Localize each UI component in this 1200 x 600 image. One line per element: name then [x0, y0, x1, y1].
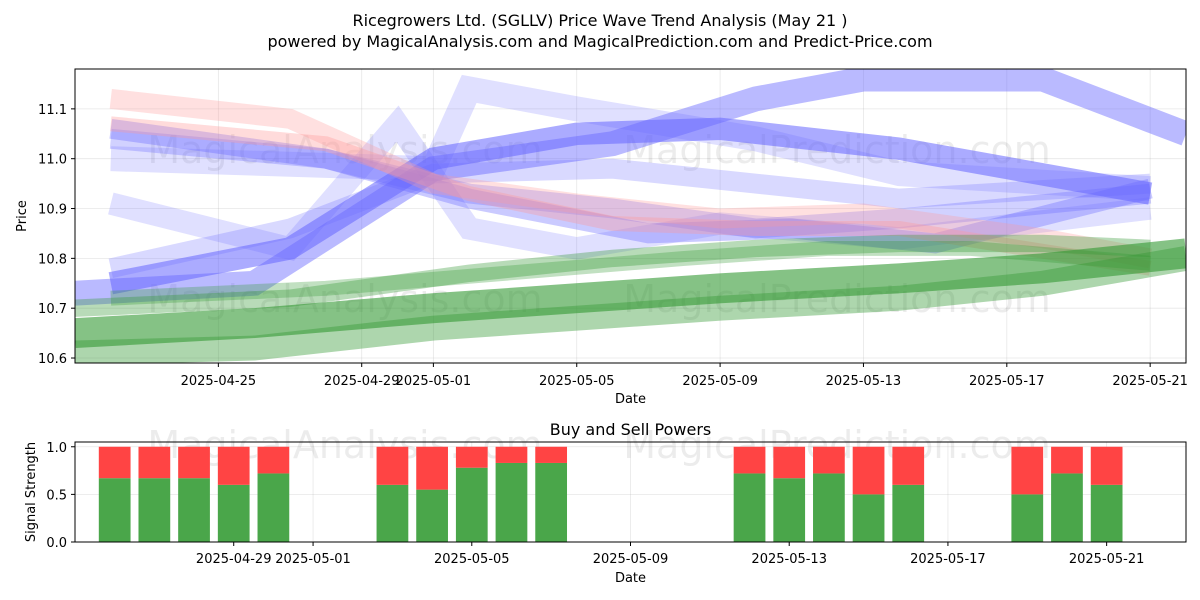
sell-bar [1090, 446, 1123, 485]
signal-panel: 0.0 0.5 1.0 2025-04-29 2025-05-01 2025-05-05 2… [24, 420, 1187, 586]
buy-bar [773, 478, 806, 542]
wave-band-green [110, 240, 1151, 306]
x-tick-label: 2025-05-05 [539, 374, 615, 389]
y-tick-label: 10.8 [38, 252, 67, 267]
sell-bar [773, 446, 806, 479]
x-tick-label: 2025-05-13 [826, 374, 902, 389]
sell-bar [813, 446, 845, 474]
chart-title: Ricegrowers Ltd. (SGLLV) Price Wave Tren… [352, 11, 847, 30]
x-axis-label: Date [615, 571, 646, 586]
buy-bar [852, 494, 885, 542]
wave-band-red [109, 89, 1153, 269]
y-tick-label: 11.1 [38, 103, 67, 118]
wave-band-blue [108, 117, 1153, 295]
x-tick-label: 2025-04-29 [324, 374, 400, 389]
x-tick-label: 2025-04-29 [196, 552, 272, 567]
buy-bar [416, 489, 448, 542]
x-tick-label: 2025-05-21 [1069, 552, 1145, 567]
buy-bar [178, 478, 210, 542]
sell-bar [892, 446, 925, 485]
wave-band-red [110, 116, 1152, 276]
plot-frame [74, 68, 1187, 364]
buy-bar [1011, 494, 1044, 542]
x-tick-label: 2025-05-17 [969, 374, 1045, 389]
wave-band-green [75, 238, 1186, 349]
sell-bar [1011, 446, 1044, 495]
buy-bar [138, 478, 171, 542]
sell-bar [455, 446, 488, 468]
sell-bar [495, 446, 528, 463]
x-tick-label: 2025-05-01 [275, 552, 351, 567]
wave-band-blue [109, 128, 1152, 239]
sell-bar [852, 446, 885, 495]
y-tick-label: 1.0 [46, 441, 67, 456]
chart-subtitle: powered by MagicalAnalysis.com and Magic… [267, 32, 932, 51]
x-tick-label: 2025-04-25 [181, 374, 257, 389]
sell-bar [535, 446, 568, 463]
buy-bar [217, 484, 250, 542]
wave-band-blue [108, 158, 1151, 279]
y-tick-label: 10.6 [38, 352, 67, 367]
buy-bar [257, 473, 290, 542]
sell-bar [1051, 446, 1083, 474]
y-axis-label: Signal Strength [24, 442, 39, 542]
x-tick-label: 2025-05-01 [396, 374, 472, 389]
panel-title: Buy and Sell Powers [550, 420, 712, 439]
x-axis-label: Date [615, 392, 646, 407]
y-tick-label: 11.0 [38, 153, 67, 168]
plot-frame [74, 441, 1187, 543]
buy-bar [98, 478, 131, 542]
buy-bar [1051, 473, 1083, 542]
x-tick-label: 2025-05-21 [1112, 374, 1188, 389]
x-tick-label: 2025-05-09 [593, 552, 669, 567]
sell-bar [376, 446, 409, 485]
buy-bar [892, 484, 925, 542]
sell-bar [416, 446, 448, 490]
buy-bar [733, 473, 766, 542]
x-tick-label: 2025-05-17 [910, 552, 986, 567]
buy-bar [455, 467, 488, 542]
y-tick-label: 10.9 [38, 203, 67, 218]
wave-band-blue [109, 118, 1153, 254]
buy-bar [1090, 484, 1123, 542]
buy-bar [535, 462, 568, 542]
buy-bar [495, 462, 528, 542]
wave-bands [75, 69, 1186, 363]
sell-bar [217, 446, 250, 485]
x-tick-label: 2025-05-05 [434, 552, 510, 567]
wave-band-blue [110, 74, 1151, 202]
y-tick-label: 0.5 [46, 488, 67, 503]
sell-bar [733, 446, 766, 474]
sell-bar [257, 446, 290, 474]
wave-band-green [75, 246, 1186, 363]
x-tick-label: 2025-05-13 [751, 552, 827, 567]
sell-bar [98, 446, 131, 479]
buy-bar [813, 473, 845, 542]
price-panel: 10.6 10.7 10.8 10.9 11.0 11.1 2025-04-25 2025-0… [15, 68, 1188, 407]
wave-band-green [75, 234, 1151, 317]
y-tick-label: 10.7 [38, 302, 67, 317]
y-axis-label: Price [15, 200, 30, 232]
wave-band-blue [108, 105, 1152, 261]
sell-bar [138, 446, 171, 479]
buy-bar [376, 484, 409, 542]
sell-bar [178, 446, 210, 479]
y-tick-label: 0.0 [46, 536, 67, 551]
x-tick-label: 2025-05-09 [682, 374, 758, 389]
